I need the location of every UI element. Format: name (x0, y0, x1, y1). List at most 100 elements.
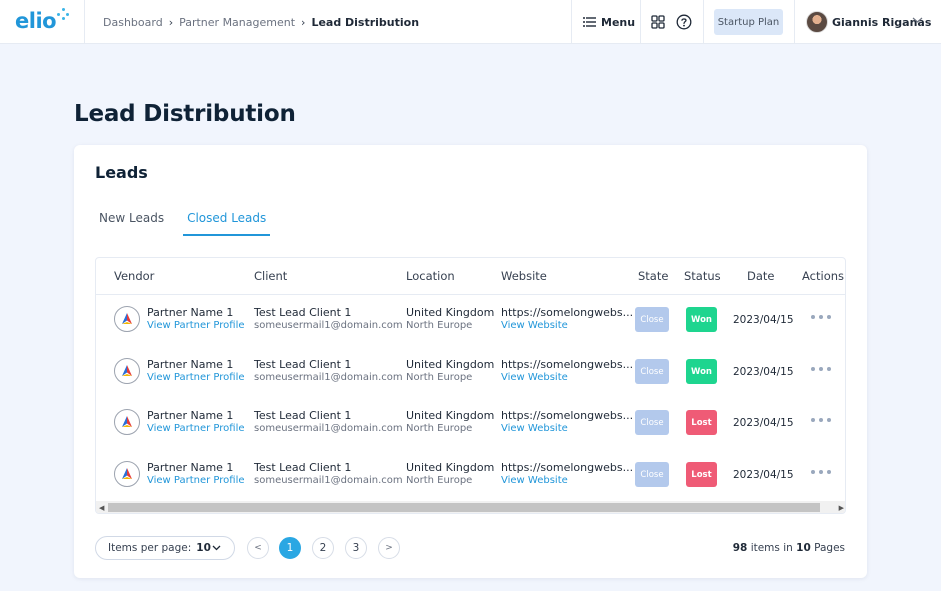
top-bar: elio Dashboard › Partner Management › Le… (0, 0, 941, 44)
vendor-logo (114, 409, 140, 435)
scrollbar-thumb[interactable] (108, 503, 820, 512)
location-region: North Europe (406, 475, 473, 486)
card-title: Leads (95, 163, 148, 182)
plan-badge[interactable]: Startup Plan (714, 9, 783, 35)
more-dots-icon[interactable] (811, 365, 833, 373)
next-page-button[interactable]: > (378, 537, 400, 559)
tab-closed-leads[interactable]: Closed Leads (183, 208, 271, 236)
table-row: Partner Name 1 View Partner Profile Test… (96, 450, 845, 501)
page-title: Lead Distribution (74, 101, 296, 127)
client-email: someusermail1@domain.com (254, 423, 403, 434)
client-name: Test Lead Client 1 (254, 306, 352, 319)
view-partner-profile-link[interactable]: View Partner Profile (147, 320, 245, 331)
website-url: https://somelongwebs... (501, 306, 634, 319)
column-header-status: Status (684, 269, 721, 283)
divider (84, 0, 85, 44)
lead-date: 2023/04/15 (733, 314, 794, 326)
vendor-logo (114, 461, 140, 487)
hamburger-icon (583, 17, 596, 27)
breadcrumb-separator-icon: › (168, 15, 174, 29)
breadcrumb-separator-icon: › (301, 15, 306, 29)
lead-date: 2023/04/15 (733, 417, 794, 429)
status-badge: Lost (686, 410, 717, 435)
horizontal-scrollbar[interactable]: ◀ ▶ (96, 501, 845, 513)
divider (571, 0, 572, 44)
client-email: someusermail1@domain.com (254, 320, 403, 331)
grid-icon[interactable] (650, 14, 666, 30)
items-in-text: items in (750, 542, 793, 554)
location-region: North Europe (406, 320, 473, 331)
location-country: United Kingdom (406, 409, 495, 422)
client-name: Test Lead Client 1 (254, 358, 352, 371)
more-dots-icon[interactable] (811, 313, 833, 321)
view-website-link[interactable]: View Website (501, 423, 568, 434)
location-country: United Kingdom (406, 358, 495, 371)
total-pages: 10 (796, 542, 811, 554)
column-header-client: Client (254, 269, 288, 283)
items-per-page-label: Items per page: (108, 542, 192, 554)
column-header-vendor: Vendor (114, 269, 155, 283)
client-email: someusermail1@domain.com (254, 372, 403, 383)
vendor-logo-icon (122, 365, 132, 376)
column-header-website: Website (501, 269, 547, 283)
client-name: Test Lead Client 1 (254, 409, 352, 422)
page-3-button[interactable]: 3 (345, 537, 367, 559)
vendor-name: Partner Name 1 (147, 358, 234, 371)
vendor-logo-icon (122, 468, 132, 479)
items-per-page-select[interactable]: Items per page: 10 (95, 536, 235, 560)
vendor-logo (114, 306, 140, 332)
vendor-logo-icon (122, 313, 132, 324)
client-name: Test Lead Client 1 (254, 461, 352, 474)
scroll-left-icon[interactable]: ◀ (99, 504, 105, 512)
vendor-name: Partner Name 1 (147, 461, 234, 474)
website-url: https://somelongwebs... (501, 409, 634, 422)
view-partner-profile-link[interactable]: View Partner Profile (147, 372, 245, 383)
pages-text: Pages (814, 542, 845, 554)
tab-new-leads[interactable]: New Leads (99, 211, 165, 225)
vendor-logo-icon (122, 416, 132, 427)
breadcrumb-dashboard[interactable]: Dashboard (103, 15, 163, 29)
logo[interactable]: elio (15, 7, 70, 35)
view-website-link[interactable]: View Website (501, 475, 568, 486)
status-badge: Lost (686, 462, 717, 487)
leads-table: Vendor Client Location Website State Sta… (95, 257, 846, 514)
user-name[interactable]: Giannis Riganas (832, 15, 932, 29)
lead-date: 2023/04/15 (733, 366, 794, 378)
logo-dots-icon (57, 8, 70, 20)
column-header-date: Date (747, 269, 775, 283)
more-dots-icon[interactable] (811, 416, 833, 424)
avatar[interactable] (806, 11, 828, 33)
tabs: New Leads Closed Leads (95, 208, 285, 236)
page-2-button[interactable]: 2 (312, 537, 334, 559)
view-partner-profile-link[interactable]: View Partner Profile (147, 423, 245, 434)
column-header-state: State (638, 269, 669, 283)
view-partner-profile-link[interactable]: View Partner Profile (147, 475, 245, 486)
menu-button[interactable]: Menu (583, 0, 635, 44)
menu-label: Menu (601, 15, 636, 29)
breadcrumb-partner-management[interactable]: Partner Management (179, 15, 296, 29)
page-1-button[interactable]: 1 (279, 537, 301, 559)
vendor-name: Partner Name 1 (147, 306, 234, 319)
items-per-page-value: 10 (196, 542, 211, 554)
divider (703, 0, 704, 44)
more-dots-icon[interactable] (811, 468, 833, 476)
state-badge: Close (635, 359, 669, 384)
leads-card: Leads New Leads Closed Leads Vendor Clie… (74, 145, 867, 578)
view-website-link[interactable]: View Website (501, 320, 568, 331)
location-country: United Kingdom (406, 306, 495, 319)
vendor-logo (114, 358, 140, 384)
state-badge: Close (635, 410, 669, 435)
chevron-down-icon[interactable] (912, 16, 923, 24)
table-row: Partner Name 1 View Partner Profile Test… (96, 347, 845, 398)
pagination-summary: 98 items in 10 Pages (733, 542, 845, 554)
table-row: Partner Name 1 View Partner Profile Test… (96, 295, 845, 346)
prev-page-button[interactable]: < (247, 537, 269, 559)
scroll-right-icon[interactable]: ▶ (838, 504, 844, 512)
location-region: North Europe (406, 372, 473, 383)
view-website-link[interactable]: View Website (501, 372, 568, 383)
help-circle-icon[interactable] (676, 14, 692, 30)
logo-text: elio (15, 9, 57, 33)
column-header-actions: Actions (802, 269, 845, 283)
location-region: North Europe (406, 423, 473, 434)
website-url: https://somelongwebs... (501, 358, 634, 371)
